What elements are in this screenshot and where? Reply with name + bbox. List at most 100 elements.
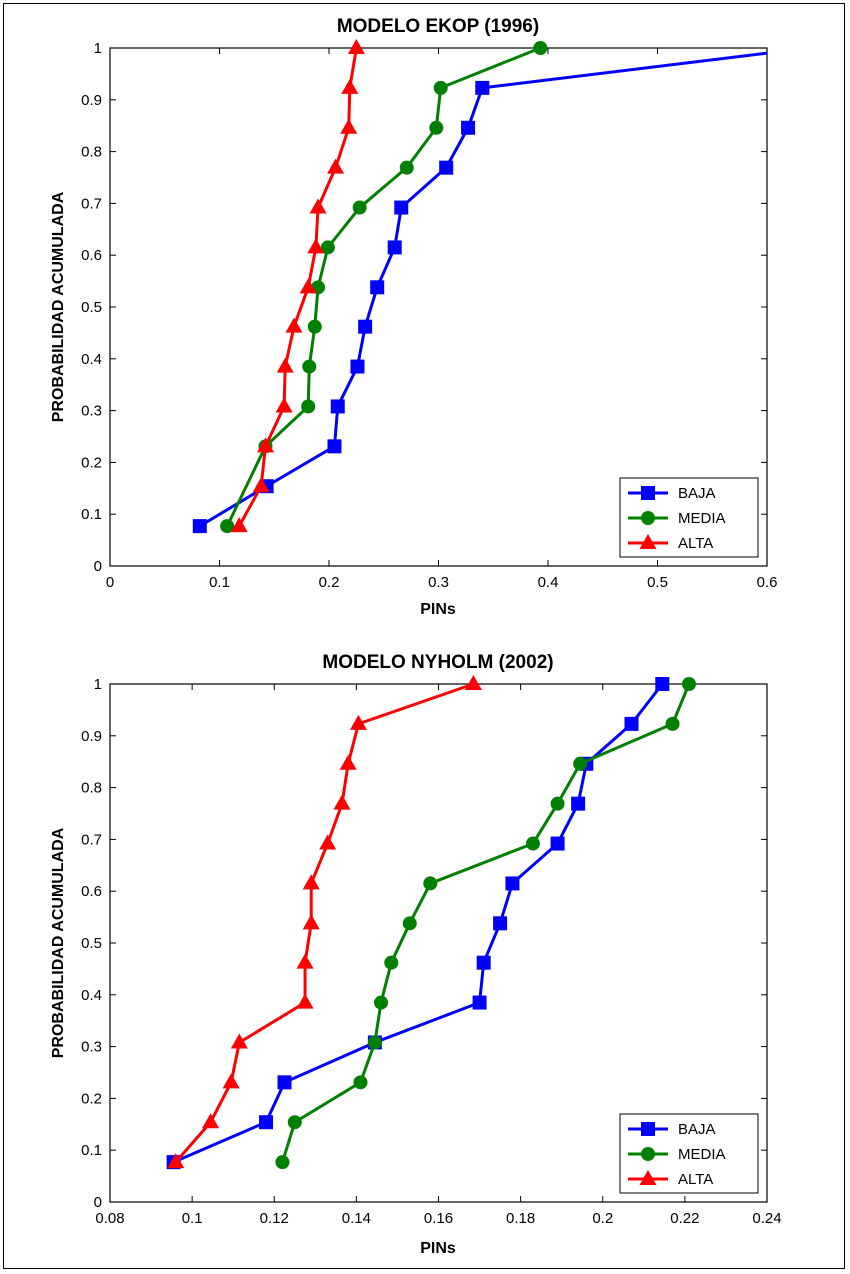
- legend-label-baja: BAJA: [678, 1121, 716, 1138]
- y-tick-label: 0.4: [81, 351, 102, 368]
- x-tick-label: 0.12: [260, 1210, 289, 1227]
- y-tick-label: 0.4: [81, 987, 102, 1004]
- data-point-alta: [347, 39, 365, 54]
- data-point-baja: [550, 836, 565, 851]
- y-tick-label: 0.5: [81, 935, 102, 952]
- data-point-alta: [252, 477, 270, 493]
- data-point-baja: [472, 995, 487, 1010]
- data-point-alta: [309, 198, 327, 214]
- x-axis-label: PINs: [420, 601, 456, 618]
- chart-nyholm: MODELO NYHOLM (2002) 0.08 0.1 0.12 0.14 0.16…: [50, 652, 782, 1257]
- data-point-media: [429, 120, 444, 135]
- y-tick-label: 0.1: [81, 506, 102, 523]
- data-point-media: [307, 319, 322, 334]
- data-point-baja: [655, 677, 670, 691]
- y-axis-label: PROBABILIDAD ACUMULADA: [50, 191, 67, 422]
- x-tick-label: 0.24: [752, 1210, 781, 1227]
- data-point-alta: [299, 278, 317, 294]
- data-point-alta: [307, 238, 325, 254]
- y-axis-label: PROBABILIDAD ACUMULADA: [50, 827, 67, 1058]
- x-tick-label: 0.2: [592, 1210, 613, 1227]
- y-tick-label: 0: [94, 1194, 102, 1211]
- data-point-alta: [340, 118, 358, 134]
- x-tick-label: 0.14: [342, 1210, 371, 1227]
- data-point-media: [352, 200, 367, 215]
- data-point-baja: [330, 399, 345, 414]
- data-point-alta: [256, 437, 274, 453]
- data-point-media: [301, 399, 316, 414]
- data-point-media: [367, 1035, 382, 1050]
- y-tick-label: 0.7: [81, 195, 102, 212]
- data-point-media: [525, 836, 540, 851]
- data-point-baja: [277, 1075, 292, 1090]
- x-axis: 0 0.1 0.2 0.3 0.4 0.5 0.6: [106, 48, 778, 591]
- data-point-baja: [505, 876, 520, 891]
- y-tick-label: 0.7: [81, 831, 102, 848]
- y-tick-label: 0.8: [81, 144, 102, 161]
- y-tick-label: 0.2: [81, 454, 102, 471]
- data-point-baja: [387, 240, 402, 255]
- x-tick-label: 0: [106, 574, 114, 591]
- series-layer: [166, 675, 696, 1170]
- x-tick-label: 0.6: [757, 574, 778, 591]
- x-tick-label: 0.3: [428, 574, 449, 591]
- legend-marker-media: [641, 511, 655, 525]
- y-tick-label: 0.2: [81, 1090, 102, 1107]
- y-tick-label: 0: [94, 558, 102, 575]
- data-point-alta: [296, 993, 314, 1009]
- legend: BAJA MEDIA ALTA: [619, 1113, 759, 1194]
- series-line-baja: [199, 51, 768, 528]
- data-point-baja: [571, 796, 586, 811]
- x-tick-label: 0.08: [95, 1210, 124, 1227]
- data-point-media: [374, 995, 389, 1010]
- legend-label-alta: ALTA: [678, 1171, 713, 1188]
- data-point-alta: [167, 1153, 185, 1169]
- series-line-baja: [173, 683, 664, 1164]
- data-point-alta: [285, 317, 303, 333]
- chart-title: MODELO EKOP (1996): [337, 16, 539, 37]
- x-tick-label: 0.2: [319, 574, 340, 591]
- legend-marker-baja: [641, 486, 655, 500]
- data-point-baja: [475, 80, 490, 95]
- data-point-alta: [319, 834, 337, 850]
- x-tick-label: 0.16: [424, 1210, 453, 1227]
- data-point-media: [402, 916, 417, 931]
- y-tick-label: 1: [94, 676, 102, 693]
- series-layer: [192, 39, 768, 534]
- data-point-baja: [192, 519, 207, 534]
- data-point-baja: [327, 439, 342, 454]
- chart-title: MODELO NYHOLM (2002): [322, 652, 553, 673]
- legend-marker-media: [641, 1147, 655, 1161]
- y-axis: 0 0.1 0.2 0.3 0.4 0.5 0.6 0.7 0.8 0.9 1: [81, 40, 767, 575]
- data-point-media: [320, 240, 335, 255]
- y-tick-label: 1: [94, 40, 102, 57]
- x-tick-label: 0.22: [670, 1210, 699, 1227]
- data-point-media: [353, 1075, 368, 1090]
- figure-frame: [3, 3, 845, 1269]
- y-tick-label: 0.6: [81, 883, 102, 900]
- x-axis-label: PINs: [420, 1240, 456, 1257]
- data-point-media: [573, 756, 588, 771]
- data-point-alta: [302, 914, 320, 930]
- data-point-baja: [358, 319, 373, 334]
- data-point-baja: [394, 200, 409, 215]
- data-point-alta: [339, 754, 357, 770]
- data-point-alta: [222, 1073, 240, 1089]
- chart-ekop: MODELO EKOP (1996) 0 0.1 0.2 0.3 0.4 0.5 0.6 0…: [50, 16, 777, 618]
- data-point-baja: [259, 1115, 274, 1130]
- x-tick-label: 0.1: [182, 1210, 203, 1227]
- series-line-alta: [237, 47, 358, 527]
- data-point-alta: [230, 1033, 248, 1049]
- data-point-alta: [333, 794, 351, 810]
- data-point-media: [384, 955, 399, 970]
- data-point-media: [287, 1115, 302, 1130]
- data-point-baja: [493, 916, 508, 931]
- data-point-media: [399, 160, 414, 175]
- y-tick-label: 0.5: [81, 299, 102, 316]
- data-point-alta: [464, 675, 482, 690]
- legend-marker-baja: [641, 1122, 655, 1136]
- legend-marker-alta: [639, 534, 657, 549]
- data-point-alta: [302, 874, 320, 890]
- y-tick-label: 0.8: [81, 780, 102, 797]
